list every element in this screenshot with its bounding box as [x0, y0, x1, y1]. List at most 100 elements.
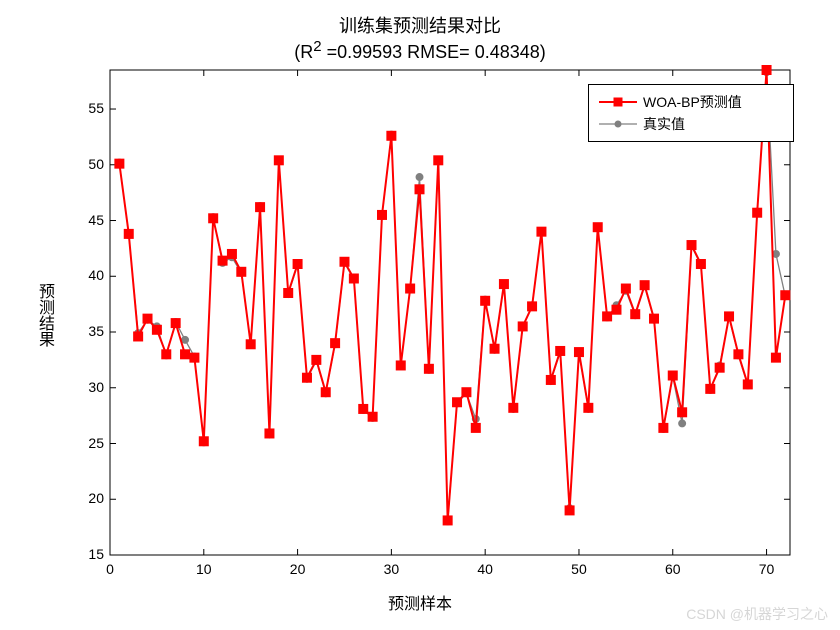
series-marker — [416, 174, 423, 181]
x-tick-label: 60 — [658, 561, 688, 577]
x-tick-label: 0 — [95, 561, 125, 577]
series-marker — [227, 249, 236, 258]
series-marker — [199, 437, 208, 446]
subtitle-prefix: (R — [294, 42, 313, 62]
series-marker — [396, 361, 405, 370]
legend-label: WOA-BP预测值 — [643, 92, 742, 112]
x-tick-label: 70 — [752, 561, 782, 577]
series-marker — [584, 403, 593, 412]
series-marker — [715, 363, 724, 372]
series-marker — [574, 348, 583, 357]
x-tick-label: 20 — [283, 561, 313, 577]
series-marker — [368, 412, 377, 421]
x-tick-label: 10 — [189, 561, 219, 577]
legend: WOA-BP预测值真实值 — [588, 84, 794, 142]
series-marker — [528, 302, 537, 311]
series-marker — [152, 325, 161, 334]
series-marker — [518, 322, 527, 331]
series-marker — [246, 340, 255, 349]
y-tick-label: 50 — [70, 156, 104, 172]
chart-title: 训练集预测结果对比 — [0, 12, 840, 38]
series-marker — [321, 388, 330, 397]
series-marker — [349, 274, 358, 283]
chart-container: 训练集预测结果对比 (R2 =0.99593 RMSE= 0.48348) 预测… — [0, 0, 840, 630]
series-marker — [171, 319, 180, 328]
series-marker — [331, 339, 340, 348]
legend-item: WOA-BP预测值 — [599, 91, 783, 113]
series-marker — [162, 350, 171, 359]
legend-swatch — [599, 95, 637, 109]
series-marker — [537, 227, 546, 236]
series-marker — [771, 353, 780, 362]
legend-item: 真实值 — [599, 113, 783, 135]
series-marker — [679, 420, 686, 427]
y-tick-label: 15 — [70, 546, 104, 562]
y-axis-label: 预测结果 — [32, 283, 56, 347]
series-marker — [659, 423, 668, 432]
y-tick-label: 25 — [70, 435, 104, 451]
series-marker — [650, 314, 659, 323]
series-marker — [424, 364, 433, 373]
series-marker — [706, 384, 715, 393]
series-marker — [781, 291, 790, 300]
y-tick-label: 20 — [70, 490, 104, 506]
y-tick-label: 30 — [70, 379, 104, 395]
series-marker — [134, 332, 143, 341]
series-marker — [218, 256, 227, 265]
series-marker — [462, 388, 471, 397]
series-marker — [182, 336, 189, 343]
series-marker — [565, 506, 574, 515]
series-marker — [481, 296, 490, 305]
series-marker — [406, 284, 415, 293]
series-marker — [359, 404, 368, 413]
series-marker — [443, 516, 452, 525]
series-marker — [340, 257, 349, 266]
y-tick-label: 35 — [70, 323, 104, 339]
series-marker — [378, 210, 387, 219]
y-tick-label: 55 — [70, 100, 104, 116]
chart-subtitle: (R2 =0.99593 RMSE= 0.48348) — [0, 38, 840, 63]
series-marker — [209, 214, 218, 223]
series-marker — [415, 185, 424, 194]
series-marker — [490, 344, 499, 353]
series-marker — [621, 284, 630, 293]
series-marker — [640, 281, 649, 290]
series-marker — [387, 131, 396, 140]
series-marker — [593, 223, 602, 232]
series-marker — [631, 310, 640, 319]
series-marker — [256, 203, 265, 212]
series-marker — [312, 355, 321, 364]
series-marker — [181, 350, 190, 359]
series-marker — [612, 305, 621, 314]
series-marker — [124, 229, 133, 238]
series-marker — [190, 353, 199, 362]
series-marker — [556, 346, 565, 355]
series-marker — [293, 260, 302, 269]
series-marker — [743, 380, 752, 389]
subtitle-sup: 2 — [313, 38, 321, 55]
y-tick-label: 45 — [70, 212, 104, 228]
series-marker — [687, 241, 696, 250]
series-marker — [237, 267, 246, 276]
series-marker — [302, 373, 311, 382]
series-marker — [265, 429, 274, 438]
series-marker — [696, 260, 705, 269]
series-marker — [453, 398, 462, 407]
x-axis-label: 预测样本 — [0, 590, 840, 614]
series-marker — [668, 371, 677, 380]
y-tick-label: 40 — [70, 267, 104, 283]
series-marker — [603, 312, 612, 321]
series-marker — [115, 159, 124, 168]
series-marker — [499, 280, 508, 289]
series-marker — [762, 66, 771, 75]
series-marker — [509, 403, 518, 412]
x-tick-label: 40 — [470, 561, 500, 577]
series-marker — [143, 314, 152, 323]
series-marker — [274, 156, 283, 165]
series-marker — [678, 408, 687, 417]
subtitle-rest: =0.99593 RMSE= 0.48348) — [322, 42, 546, 62]
series-marker — [725, 312, 734, 321]
x-tick-label: 50 — [564, 561, 594, 577]
x-tick-label: 30 — [376, 561, 406, 577]
series-marker — [471, 423, 480, 432]
